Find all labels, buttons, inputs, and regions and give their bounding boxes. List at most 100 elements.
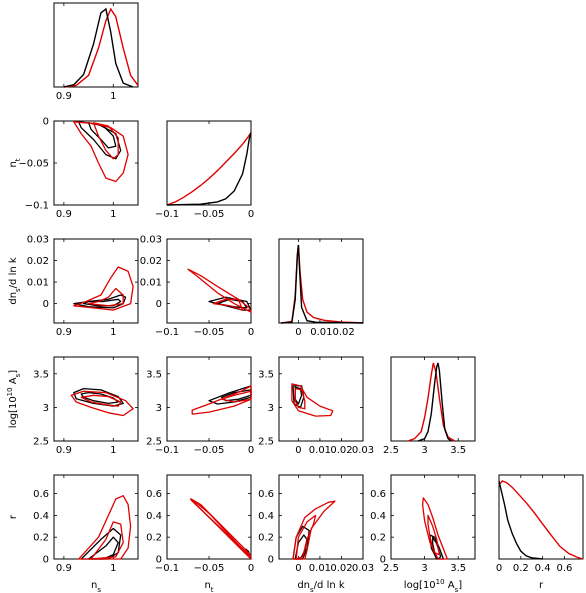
panel-frame xyxy=(166,120,252,206)
x-tick-label: 3 xyxy=(421,445,427,456)
y-tick-label: 2.5 xyxy=(33,437,49,448)
x-tick-label: 0 xyxy=(295,445,301,456)
panel-ns-nt: 0.9 1 −0.1 −0.05 0 xyxy=(18,117,139,220)
x-tick-label: 1 xyxy=(110,563,116,574)
panel-ns-dns: 0.9 1 0 0.01 0.02 0.03 xyxy=(27,235,139,338)
contour-dns-r-b-3 xyxy=(292,500,336,560)
y-tick-label: 0 xyxy=(268,555,274,566)
y-tick-label: 0.2 xyxy=(370,533,386,544)
x-tick-label: −0.1 xyxy=(155,445,179,456)
x-tick-label: 3 xyxy=(421,563,427,574)
diagonal-panel-r: 0 0.2 0.4 0.6 xyxy=(496,474,584,574)
diagonal-panel-ns: 0.9 1 xyxy=(53,2,139,102)
contour-ns-As-b-2 xyxy=(80,394,122,407)
panel-frame xyxy=(278,474,364,560)
x-tick-label: 0.01 xyxy=(309,445,331,456)
y-tick-label: 2.5 xyxy=(146,437,162,448)
x-axis-label-r: r xyxy=(539,580,544,591)
contour-ns-dns-b-2 xyxy=(87,287,124,307)
y-tick-label: 0 xyxy=(156,555,162,566)
contour-nt-dns-b-2 xyxy=(212,298,244,311)
marginal-nt-series_b xyxy=(166,132,252,206)
contour-dns-r-b-2 xyxy=(295,514,317,560)
y-tick-label: 0.6 xyxy=(146,489,162,500)
y-tick-label: 0.6 xyxy=(258,489,274,500)
x-tick-label: 0.6 xyxy=(557,563,573,574)
x-tick-label: −0.05 xyxy=(194,563,225,574)
x-tick-label: 0 xyxy=(496,563,502,574)
panel-nt-dns: −0.1 −0.05 0 0 0.01 0.02 0.03 xyxy=(140,235,254,339)
panel-frame xyxy=(390,474,476,560)
y-tick-label: 0.4 xyxy=(370,511,386,522)
contour-ns-nt-b-3 xyxy=(73,121,129,183)
y-tick-label: 0 xyxy=(156,299,162,310)
x-tick-label: 1 xyxy=(110,445,116,456)
x-tick-label: 1 xyxy=(110,91,116,102)
y-tick-label: 0.6 xyxy=(33,489,49,500)
contour-nt-r-b-3 xyxy=(189,498,252,558)
marginal-dns-series_a xyxy=(281,244,364,324)
x-tick-label: 0.9 xyxy=(56,563,72,574)
contour-ns-As-a-1 xyxy=(73,387,124,407)
x-tick-label: 2.5 xyxy=(383,445,399,456)
x-tick-label: 0.9 xyxy=(56,209,72,220)
x-tick-label: 0.2 xyxy=(513,563,529,574)
x-tick-label: 0.9 xyxy=(56,445,72,456)
contour-dns-As-b-3 xyxy=(291,383,334,417)
marginal-r-series_a xyxy=(498,480,543,560)
panel-frame xyxy=(53,356,139,442)
diagonal-panel-dns: 0 0.010.02 xyxy=(278,238,364,338)
contour-ns-As-b-3 xyxy=(70,390,134,417)
y-tick-label: 0.01 xyxy=(27,278,49,289)
y-tick-label: 0.2 xyxy=(146,533,162,544)
x-tick-label: −0.05 xyxy=(194,327,225,338)
panel-frame xyxy=(53,238,139,324)
panel-frame xyxy=(278,356,364,442)
panel-frame xyxy=(53,2,139,88)
diagonal-panel-As: 2.5 3 3.5 xyxy=(383,356,476,456)
y-axis-label-r: r xyxy=(8,514,19,519)
panel-dns-r: 0 0.01 0.02 0.03 0 0.2 0.4 0.6 xyxy=(258,474,374,574)
x-tick-label: 0.9 xyxy=(56,327,72,338)
contour-dns-As-b-2 xyxy=(294,387,306,410)
y-axis-label-As: log[1010 As] xyxy=(6,370,22,428)
y-tick-label: −0.05 xyxy=(18,159,49,170)
panel-frame xyxy=(278,238,364,324)
x-tick-label: 0 xyxy=(295,327,301,338)
x-axis-label-dns: dns/d ln k xyxy=(297,580,345,593)
x-tick-label: 1 xyxy=(110,209,116,220)
marginal-As-series_b xyxy=(407,362,456,442)
y-axis-label-dns: dns/d ln k xyxy=(8,257,22,305)
x-axis-label-nt: nt xyxy=(204,580,213,593)
x-tick-label: 0.03 xyxy=(352,445,374,456)
contour-ns-dns-a-1 xyxy=(73,294,127,309)
x-tick-label: −0.1 xyxy=(155,209,179,220)
y-tick-label: 0 xyxy=(43,299,49,310)
x-tick-label: 0.03 xyxy=(352,563,374,574)
y-tick-label: 0.2 xyxy=(33,533,49,544)
x-tick-label: 1 xyxy=(110,327,116,338)
panel-dns-As: 0 0.01 0.02 0.03 2.5 3 3.5 xyxy=(258,356,374,456)
y-tick-label: 0.03 xyxy=(27,235,49,246)
y-tick-label: 0.4 xyxy=(33,511,49,522)
x-tick-label: −0.1 xyxy=(155,327,179,338)
x-tick-label: −0.05 xyxy=(194,209,225,220)
y-tick-label: 0.6 xyxy=(370,489,386,500)
y-tick-label: 3.5 xyxy=(258,369,274,380)
y-tick-label: 2.5 xyxy=(258,437,274,448)
contour-ns-r-b-3 xyxy=(78,495,132,560)
y-tick-label: 0.03 xyxy=(140,235,162,246)
panel-ns-As: 0.9 1 2.5 3 3.5 xyxy=(33,356,139,456)
marginal-ns-series_a xyxy=(63,7,134,88)
contour-As-r-b-3 xyxy=(421,497,449,560)
x-tick-label: 0 xyxy=(248,209,254,220)
y-tick-label: −0.1 xyxy=(25,201,49,212)
x-tick-label: −0.05 xyxy=(194,445,225,456)
y-tick-label: 0.02 xyxy=(27,256,49,267)
marginal-nt-series_a xyxy=(166,132,252,206)
y-tick-label: 0 xyxy=(380,555,386,566)
panel-frame xyxy=(53,474,139,560)
panel-nt-As: −0.1 −0.05 0 2.5 3 3.5 xyxy=(146,356,254,456)
y-tick-label: 0.2 xyxy=(258,533,274,544)
